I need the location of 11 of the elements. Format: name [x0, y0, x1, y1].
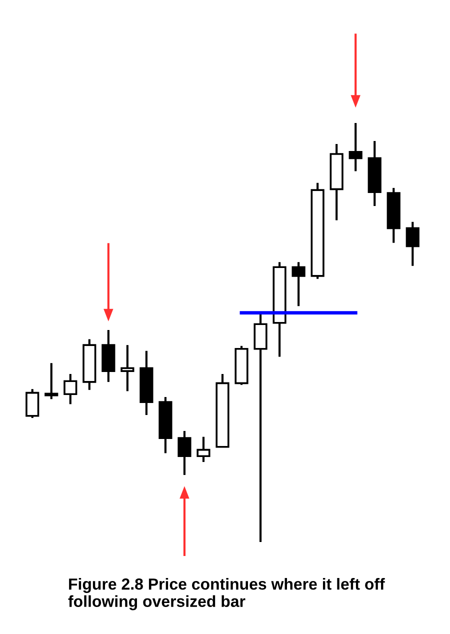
candlestick: [254, 313, 268, 542]
candlestick: [406, 220, 420, 267]
candlestick: [64, 372, 78, 406]
candlestick: [348, 123, 362, 172]
text: Figure 2.8 Price continues where it left off following oversized bar: [68, 578, 385, 610]
candlestick: [120, 344, 134, 392]
candlestick: [26, 388, 40, 420]
candlestick: [44, 362, 58, 400]
candlestick: [292, 261, 306, 308]
candlestick: [196, 436, 210, 464]
candlestick: [178, 430, 192, 476]
